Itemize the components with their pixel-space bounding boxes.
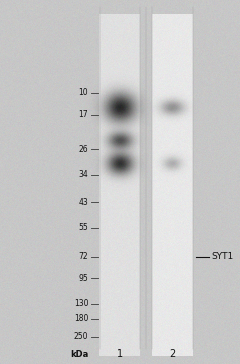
Text: 26: 26: [79, 145, 88, 154]
Text: kDa: kDa: [70, 351, 88, 359]
Text: 43: 43: [78, 198, 88, 206]
Text: 72: 72: [79, 252, 88, 261]
Text: 34: 34: [78, 170, 88, 179]
Text: 95: 95: [78, 274, 88, 283]
Text: 180: 180: [74, 314, 88, 323]
Text: 130: 130: [74, 300, 88, 308]
Text: 17: 17: [79, 110, 88, 119]
Text: SYT1: SYT1: [212, 252, 234, 261]
Text: 1: 1: [117, 349, 123, 359]
Text: 55: 55: [78, 223, 88, 232]
Text: 250: 250: [74, 332, 88, 341]
Text: 10: 10: [79, 88, 88, 97]
Text: 2: 2: [170, 349, 176, 359]
